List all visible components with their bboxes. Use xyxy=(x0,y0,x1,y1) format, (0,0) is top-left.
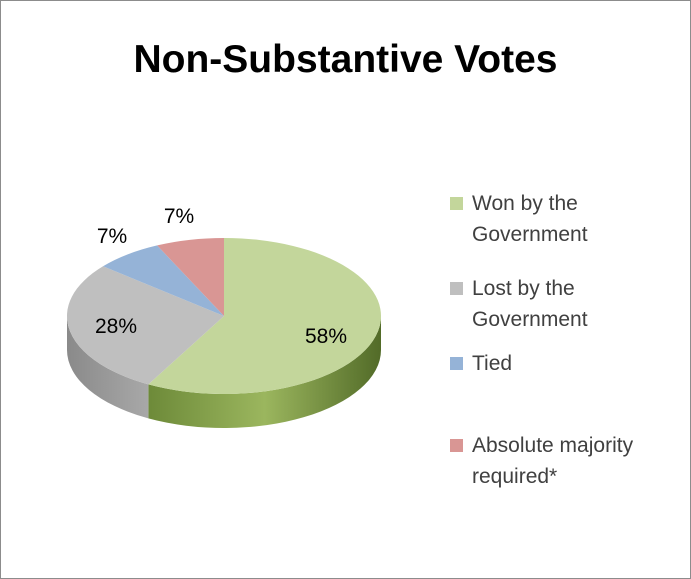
pie-slice-absolute-majority-required xyxy=(157,238,224,316)
pie-slice-lost-by-the-government xyxy=(66,266,224,385)
legend-label: Lost by the Government xyxy=(472,273,687,335)
legend-swatch xyxy=(450,357,463,370)
chart-title: Non-Substantive Votes xyxy=(133,38,558,81)
data-label-absolute-majority-required: 7% xyxy=(164,205,194,228)
legend-label-line: Won by the xyxy=(472,192,578,215)
pie-top xyxy=(66,238,381,394)
legend-swatch xyxy=(450,197,463,210)
legend-label: Absolute majority required* xyxy=(472,430,687,492)
pie-side-won-by-the-government xyxy=(148,316,381,429)
pie-slice-won-by-the-government xyxy=(148,238,381,394)
pie-sides xyxy=(67,316,381,429)
legend-label-line: Tied xyxy=(472,352,513,375)
legend-label-line: Absolute majority xyxy=(472,434,634,457)
legend-swatch xyxy=(450,439,463,452)
pie-labels: 58% 28% 7% 7% xyxy=(95,205,347,348)
legend-label-line: Government xyxy=(472,308,588,331)
legend-label-line: required* xyxy=(472,465,558,488)
data-label-won-by-the-government: 58% xyxy=(305,325,347,348)
legend-swatch xyxy=(450,282,463,295)
legend-label-line: Government xyxy=(472,223,588,246)
data-label-lost-by-the-government: 28% xyxy=(95,315,137,338)
pie-side-lost-by-the-government xyxy=(67,316,149,419)
legend-label-line: Lost by the xyxy=(472,277,575,300)
legend-label: Tied xyxy=(472,348,687,379)
data-label-tied: 7% xyxy=(97,225,127,248)
pie-slice-tied xyxy=(103,245,224,316)
legend-label: Won by the Government xyxy=(472,188,687,250)
